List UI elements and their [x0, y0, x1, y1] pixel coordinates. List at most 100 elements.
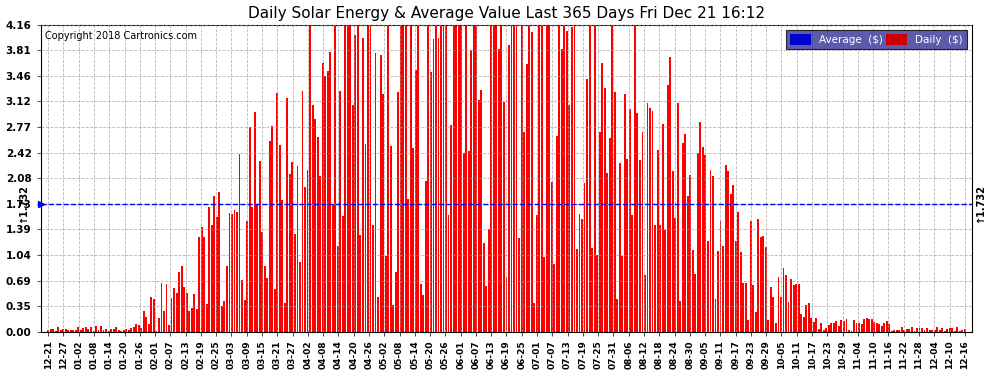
Bar — [211, 225, 213, 332]
Bar — [337, 246, 339, 332]
Bar — [297, 166, 298, 332]
Bar — [186, 293, 187, 332]
Bar — [317, 137, 319, 332]
Bar — [379, 55, 381, 332]
Bar — [118, 330, 120, 332]
Bar — [302, 90, 304, 332]
Bar — [324, 76, 326, 332]
Bar — [873, 322, 875, 332]
Bar — [687, 196, 689, 332]
Bar — [128, 330, 130, 332]
Bar — [407, 199, 409, 332]
Bar — [850, 331, 852, 332]
Bar — [558, 24, 560, 332]
Bar — [929, 330, 931, 332]
Bar — [506, 277, 508, 332]
Bar — [586, 79, 588, 332]
Bar — [304, 187, 306, 332]
Bar — [876, 323, 877, 332]
Bar — [276, 93, 278, 332]
Bar — [342, 216, 344, 332]
Bar — [808, 303, 810, 332]
Bar — [712, 176, 714, 332]
Bar — [57, 327, 59, 332]
Bar — [126, 329, 127, 332]
Bar — [583, 183, 585, 332]
Bar — [369, 24, 371, 332]
Bar — [717, 251, 719, 332]
Bar — [656, 150, 658, 332]
Bar — [503, 102, 505, 332]
Bar — [694, 274, 696, 332]
Bar — [377, 297, 379, 332]
Bar — [214, 196, 215, 332]
Bar — [183, 287, 185, 332]
Bar — [226, 266, 228, 332]
Bar — [87, 329, 89, 332]
Bar — [155, 331, 157, 332]
Bar — [539, 24, 541, 332]
Bar — [501, 24, 502, 332]
Bar — [689, 175, 691, 332]
Bar — [75, 330, 77, 332]
Bar — [67, 330, 69, 332]
Bar — [148, 324, 149, 332]
Bar — [672, 171, 673, 332]
Bar — [428, 24, 430, 332]
Bar — [438, 38, 440, 332]
Bar — [359, 235, 361, 332]
Bar — [460, 24, 462, 332]
Bar — [455, 24, 457, 332]
Bar — [627, 159, 629, 332]
Bar — [239, 154, 241, 332]
Bar — [725, 165, 727, 332]
Bar — [410, 24, 412, 332]
Bar — [236, 212, 238, 332]
Bar — [644, 275, 645, 332]
Bar — [735, 241, 737, 332]
Bar — [730, 194, 732, 332]
Bar — [478, 99, 480, 332]
Bar — [138, 325, 140, 332]
Bar — [150, 297, 152, 332]
Bar — [286, 98, 288, 332]
Bar — [870, 319, 872, 332]
Bar — [345, 24, 346, 332]
Bar — [898, 330, 900, 332]
Bar — [956, 327, 958, 332]
Bar — [651, 111, 653, 332]
Bar — [924, 330, 926, 332]
Bar — [561, 49, 563, 332]
Bar — [775, 323, 777, 332]
Bar — [692, 250, 694, 332]
Bar — [529, 24, 530, 332]
Bar — [312, 105, 314, 332]
Bar — [299, 262, 301, 332]
Bar — [841, 320, 842, 332]
Bar — [757, 219, 759, 332]
Bar — [855, 323, 857, 332]
Bar — [165, 285, 167, 332]
Bar — [836, 321, 838, 332]
Text: ↑1.732: ↑1.732 — [975, 184, 985, 223]
Bar — [707, 241, 709, 332]
Bar — [738, 212, 740, 332]
Bar — [795, 284, 797, 332]
Bar — [258, 161, 260, 332]
Bar — [402, 24, 404, 332]
Bar — [418, 24, 420, 332]
Bar — [82, 328, 84, 332]
Bar — [578, 214, 580, 332]
Bar — [392, 304, 394, 332]
Bar — [475, 24, 477, 332]
Bar — [818, 329, 820, 332]
Bar — [666, 85, 668, 332]
Bar — [932, 330, 933, 332]
Bar — [110, 329, 112, 332]
Text: ↑1.732: ↑1.732 — [18, 184, 28, 223]
Bar — [526, 64, 528, 332]
Bar — [133, 327, 135, 332]
Bar — [516, 24, 518, 332]
Bar — [115, 327, 117, 332]
Bar — [77, 327, 79, 332]
